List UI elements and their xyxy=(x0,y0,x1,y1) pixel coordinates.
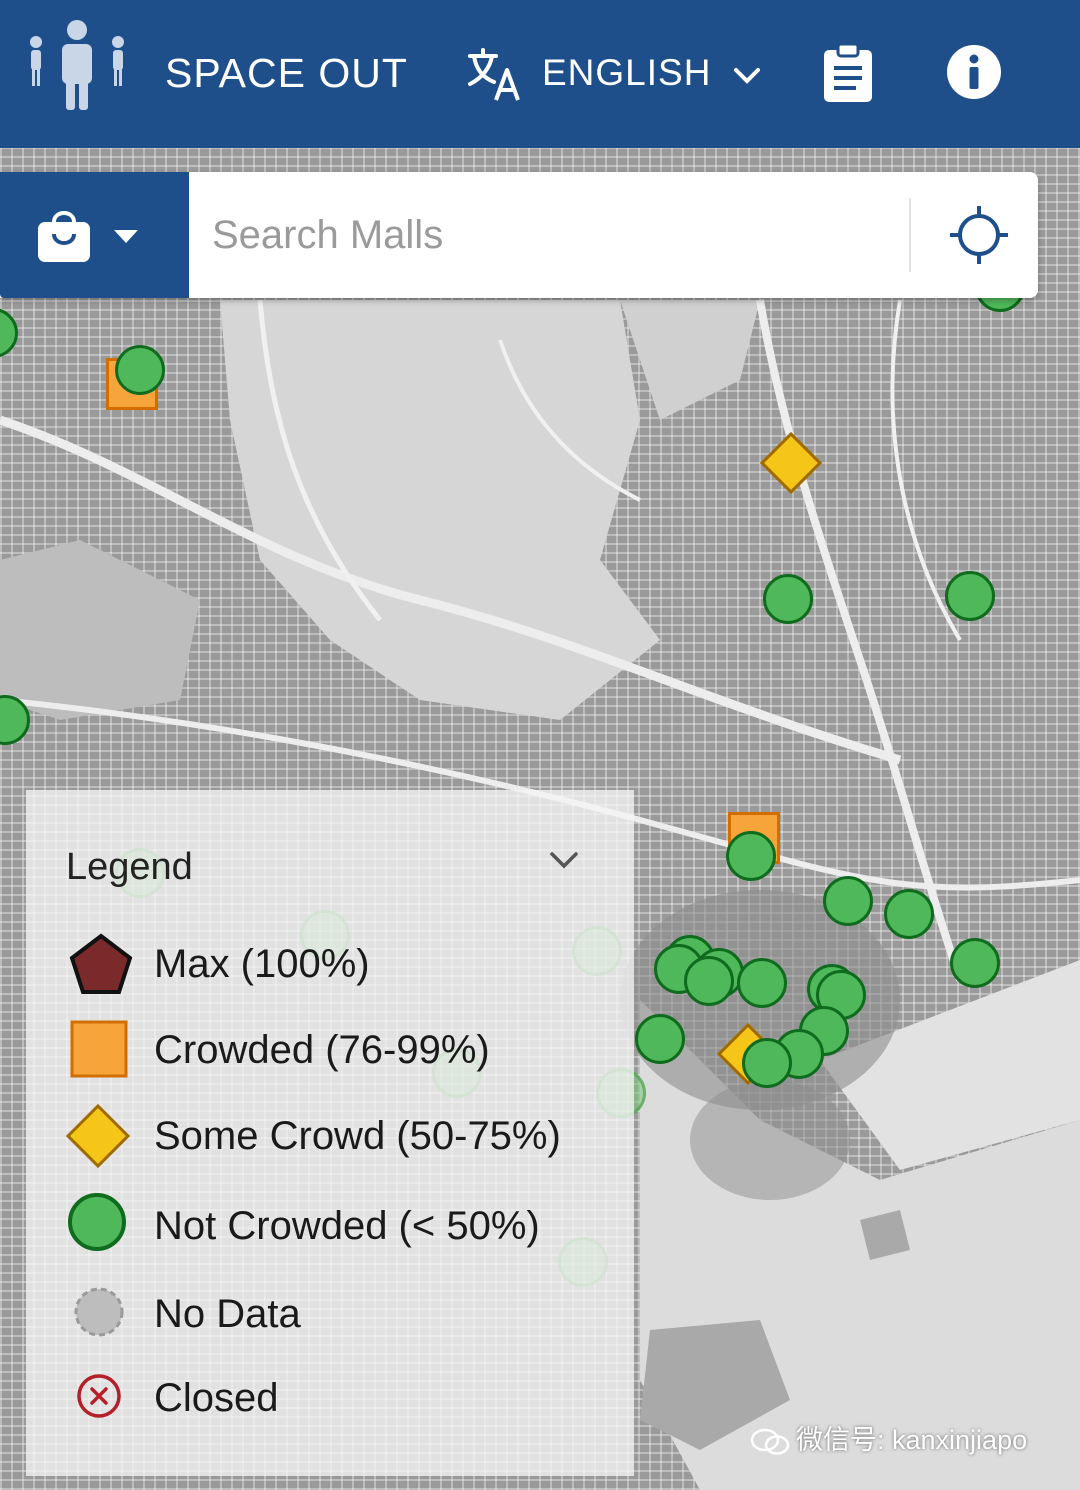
chevron-down-icon[interactable] xyxy=(544,844,584,876)
app-header: SPACE OUT ENGLISH xyxy=(0,0,1080,148)
wechat-icon xyxy=(750,1428,790,1455)
mall-marker-not-crowded[interactable] xyxy=(726,831,776,881)
clipboard-icon[interactable] xyxy=(820,42,876,104)
mall-marker-not-crowded[interactable] xyxy=(684,956,734,1006)
diamond-icon xyxy=(66,1103,131,1169)
info-icon[interactable] xyxy=(946,44,1002,100)
caret-down-icon xyxy=(114,230,138,243)
watermark-text: 微信号: kanxinjiapo xyxy=(796,1425,1028,1455)
translate-icon[interactable] xyxy=(466,46,522,102)
pentagon-icon xyxy=(69,933,133,994)
mall-marker-not-crowded[interactable] xyxy=(763,574,813,624)
search-input[interactable] xyxy=(212,194,892,276)
grey-circle-icon xyxy=(74,1287,124,1337)
mall-marker-not-crowded[interactable] xyxy=(823,876,873,926)
mall-marker-not-crowded[interactable] xyxy=(742,1038,792,1088)
legend-label: No Data xyxy=(154,1292,301,1336)
legend-label: Closed xyxy=(154,1376,279,1420)
language-selector[interactable]: ENGLISH xyxy=(542,52,712,93)
people-logo-icon xyxy=(30,20,124,110)
category-dropdown-button[interactable] xyxy=(0,172,189,298)
mall-marker-not-crowded[interactable] xyxy=(737,958,787,1008)
mall-marker-not-crowded[interactable] xyxy=(950,938,1000,988)
chevron-down-icon[interactable] xyxy=(730,58,764,92)
watermark: 微信号: kanxinjiapo xyxy=(750,1418,1027,1457)
search-divider xyxy=(909,198,911,272)
legend-label: Max (100%) xyxy=(154,942,370,986)
legend-label: Some Crowd (50-75%) xyxy=(154,1114,561,1158)
crosshair-icon[interactable] xyxy=(948,204,1010,266)
mall-marker-not-crowded[interactable] xyxy=(884,889,934,939)
shopping-bag-icon xyxy=(38,211,90,262)
legend-label: Not Crowded (< 50%) xyxy=(154,1204,540,1248)
legend-title: Legend xyxy=(66,846,193,888)
search-bar xyxy=(0,172,1038,298)
mall-marker-not-crowded[interactable] xyxy=(115,345,165,395)
legend-label: Crowded (76-99%) xyxy=(154,1028,490,1072)
legend-panel: Legend Max (100%) Crowded (76-99%) Some … xyxy=(26,790,634,1476)
green-circle-icon xyxy=(68,1193,126,1251)
square-icon xyxy=(70,1020,128,1078)
closed-x-icon xyxy=(77,1374,121,1418)
mall-marker-not-crowded[interactable] xyxy=(635,1014,685,1064)
app-title: SPACE OUT xyxy=(165,50,408,96)
mall-marker-not-crowded[interactable] xyxy=(945,571,995,621)
